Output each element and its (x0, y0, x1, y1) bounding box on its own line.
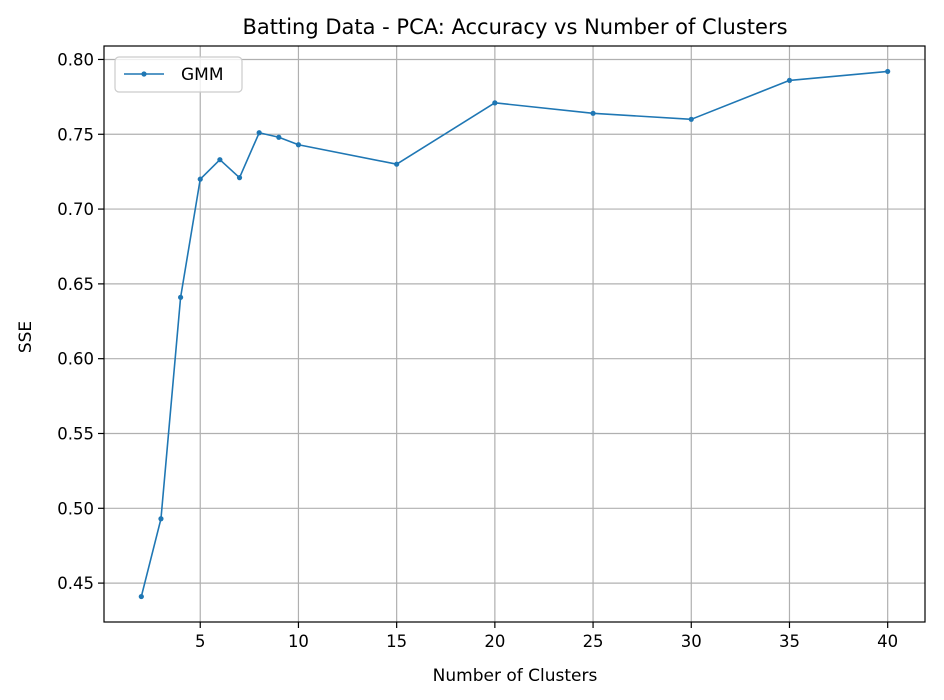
series-line-gmm (140, 70, 888, 597)
x-tick-label: 30 (681, 632, 702, 651)
data-point (178, 294, 184, 300)
plot-frame (103, 45, 926, 623)
y-tick-label: 0.55 (57, 424, 94, 443)
data-point (158, 516, 164, 522)
y-axis-label: SSE (16, 321, 36, 353)
x-tick-label: 10 (288, 632, 309, 651)
data-point (885, 68, 891, 75)
y-axis-ticks: 0.45 0.50 0.55 0.60 0.65 0.70 0.75 0.80 (57, 50, 104, 593)
y-tick-label: 0.65 (57, 275, 94, 294)
data-point (688, 116, 694, 122)
legend-entry-gmm: GMM (181, 65, 224, 85)
x-tick-label: 35 (779, 632, 800, 651)
x-tick-label: 25 (583, 632, 604, 651)
y-tick-label: 0.60 (57, 350, 94, 369)
chart-title: Batting Data - PCA: Accuracy vs Number o… (242, 15, 787, 39)
legend-box (114, 56, 243, 93)
grid-lines (104, 46, 925, 622)
data-point (590, 110, 596, 116)
y-tick-label: 0.80 (57, 50, 94, 69)
y-tick-label: 0.45 (57, 574, 94, 593)
data-point (276, 134, 282, 140)
x-tick-label: 20 (484, 632, 505, 651)
y-tick-label: 0.75 (57, 125, 94, 144)
x-axis-ticks: 5 10 15 20 25 30 35 40 (195, 622, 898, 651)
data-point (492, 100, 498, 106)
data-point (197, 176, 203, 182)
x-tick-label: 15 (386, 632, 407, 651)
data-point (256, 130, 262, 136)
data-point (295, 142, 302, 148)
x-tick-label: 40 (877, 632, 898, 651)
y-tick-label: 0.70 (57, 200, 94, 219)
legend-series-marker (141, 71, 147, 77)
data-point (217, 157, 223, 163)
data-point (138, 593, 144, 600)
x-axis-label: Number of Clusters (433, 666, 598, 686)
series-layer (138, 68, 891, 600)
data-point (786, 77, 793, 84)
data-point (394, 161, 400, 167)
data-point (236, 175, 243, 181)
y-tick-label: 0.50 (57, 499, 94, 518)
legend: GMM (114, 56, 243, 93)
x-tick-label: 5 (195, 632, 206, 651)
